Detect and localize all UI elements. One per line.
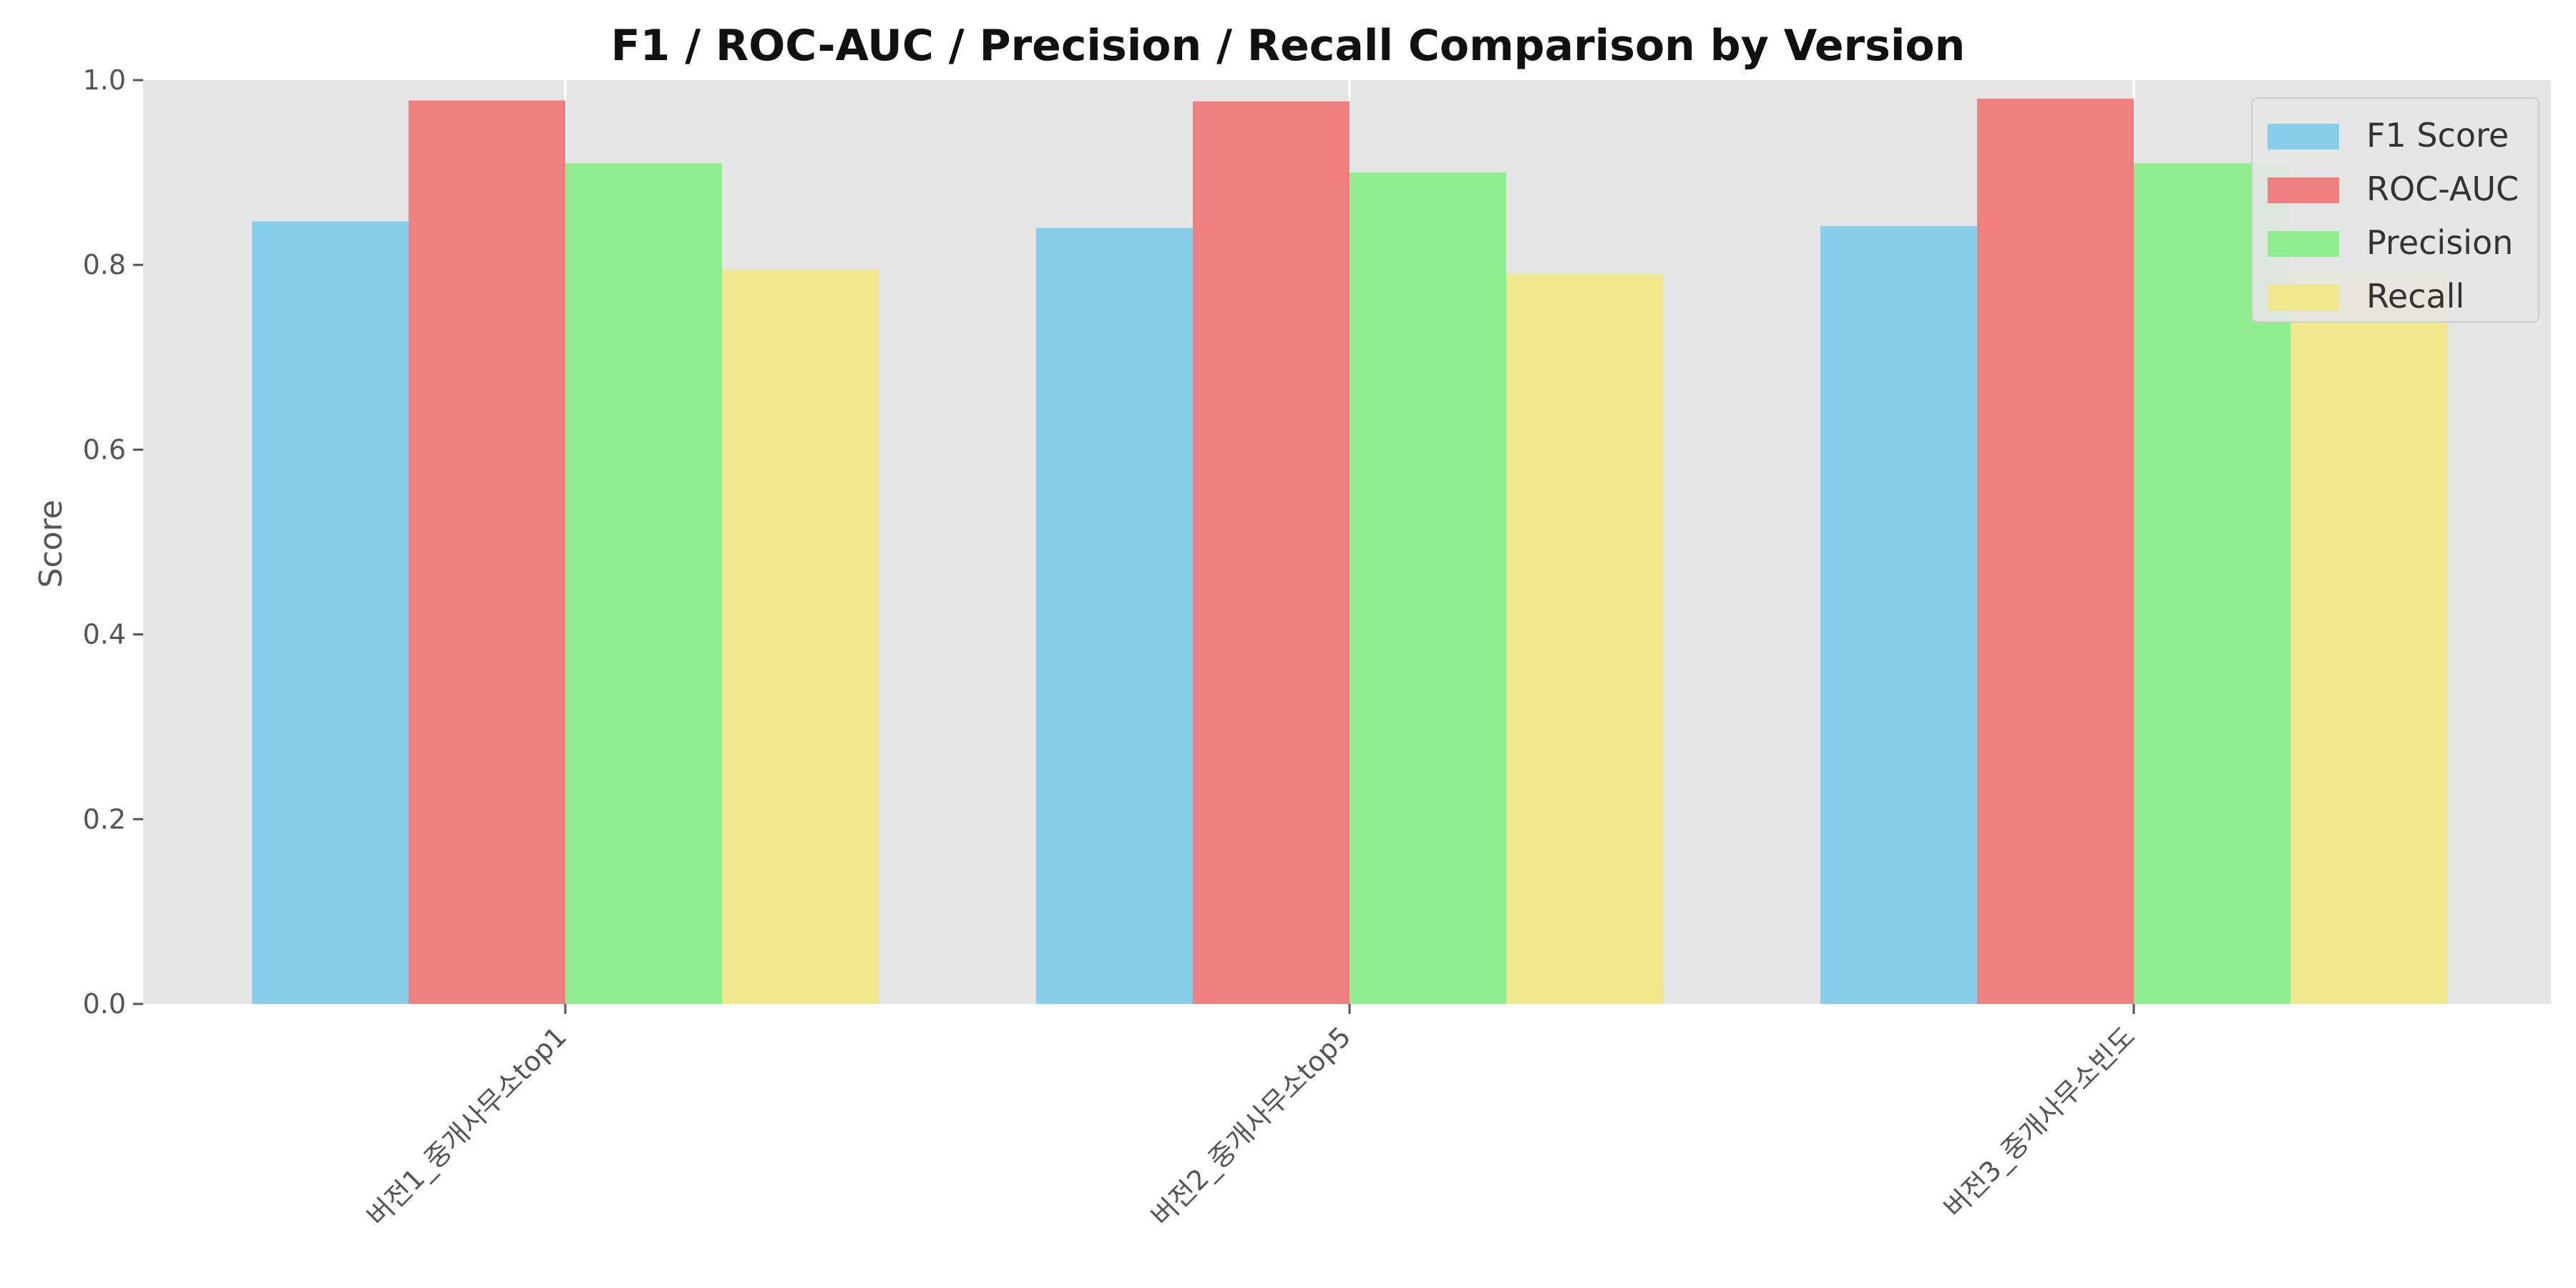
x-tick-label: 버전1_중개사무소top1 (361, 1020, 573, 1232)
legend-swatch (2268, 285, 2339, 311)
legend-label: F1 Score (2366, 116, 2509, 155)
y-tick-label: 0.0 (83, 988, 126, 1020)
bar-precision (1350, 172, 1506, 1005)
y-tick-label: 0.2 (83, 804, 126, 835)
bar-roc-auc (1977, 98, 2134, 1004)
bar-f1-score (252, 221, 409, 1005)
legend-label: Precision (2366, 223, 2513, 262)
bar-f1-score (1036, 228, 1193, 1004)
bar-recall (2290, 272, 2447, 1004)
legend-swatch (2268, 124, 2339, 150)
y-axis-label: Score (33, 499, 69, 587)
y-tick-label: 0.4 (83, 619, 126, 650)
bar-roc-auc (1193, 101, 1350, 1004)
bar-recall (722, 269, 879, 1004)
legend-label: Recall (2366, 277, 2464, 316)
legend-label: ROC-AUC (2366, 170, 2519, 208)
chart-title: F1 / ROC-AUC / Precision / Recall Compar… (611, 21, 1966, 71)
bar-recall (1506, 274, 1663, 1004)
bar-precision (565, 163, 722, 1005)
x-tick-label: 버전2_중개사무소top5 (1146, 1020, 1357, 1232)
y-tick-label: 0.6 (83, 434, 126, 465)
legend-box (2251, 97, 2540, 323)
y-tick-label: 0.8 (83, 249, 126, 280)
x-tick-label: 버전3_중개사무소빈도 (1938, 1020, 2141, 1224)
y-tick-label: 1.0 (83, 64, 126, 96)
bar-f1-score (1820, 225, 1977, 1004)
legend-swatch (2268, 177, 2339, 203)
bar-roc-auc (409, 100, 565, 1005)
legend-swatch (2268, 231, 2339, 257)
